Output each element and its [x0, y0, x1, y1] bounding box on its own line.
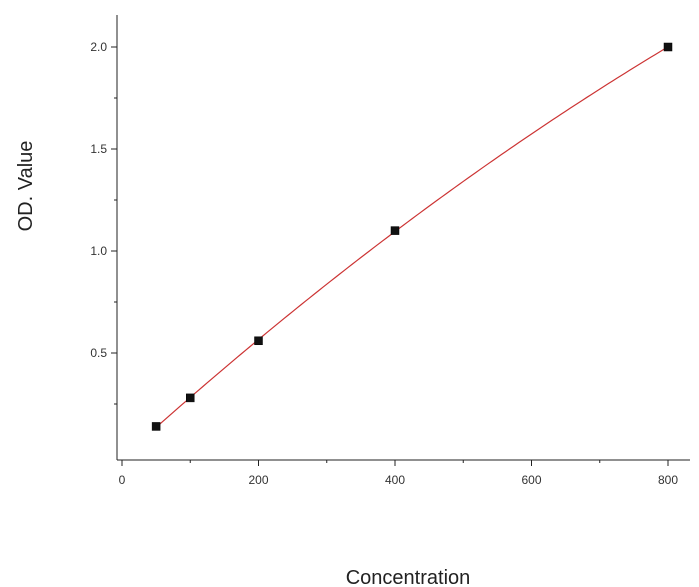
x-axis-title: Concentration	[346, 567, 471, 587]
tick-labels: 0 200 400 600 800 0.5 1.0 1.5 2.0	[90, 40, 678, 487]
x-tick-label: 400	[385, 473, 405, 487]
series-line	[155, 46, 669, 428]
data-point	[390, 226, 400, 235]
ticks	[111, 46, 669, 466]
data-point	[254, 336, 263, 346]
x-tick-label: 200	[248, 473, 268, 487]
y-tick-label: 0.5	[90, 346, 107, 360]
x-tick-label: 600	[521, 473, 541, 487]
y-axis-title: OD. Value	[15, 141, 37, 232]
x-tick-label: 0	[119, 473, 126, 487]
data-point	[151, 422, 161, 431]
y-tick-label: 1.0	[90, 244, 107, 258]
axes	[116, 15, 690, 461]
data-point	[663, 42, 673, 52]
series-markers	[151, 42, 673, 431]
y-tick-label: 2.0	[90, 40, 107, 54]
data-point	[186, 393, 195, 403]
x-tick-label: 800	[658, 473, 678, 487]
y-tick-label: 1.5	[90, 142, 107, 156]
